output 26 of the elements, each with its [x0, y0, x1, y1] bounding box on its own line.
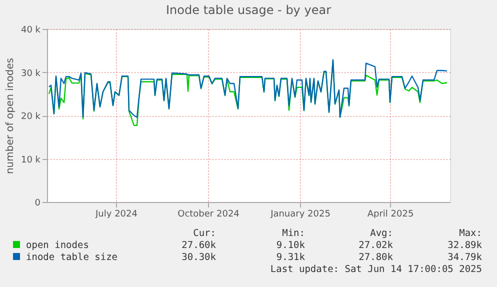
y-tick-label: 0: [34, 198, 41, 208]
chart-title: Inode table usage - by year: [166, 3, 332, 17]
text: Min:: [282, 228, 305, 239]
text: Last update: Sat Jun 14 17:00:05 2025: [270, 264, 482, 275]
text: 9.10k: [276, 240, 305, 251]
x-tick-label: April 2025: [367, 210, 414, 220]
text: 27.60k: [182, 240, 216, 251]
text: 27.02k: [358, 240, 393, 251]
y-axis-title: number of open inodes: [4, 58, 16, 174]
y-tick-label: 20 k: [20, 112, 42, 122]
text: 9.31k: [276, 252, 305, 263]
text: Avg:: [370, 228, 393, 239]
text: 34.79k: [448, 252, 482, 263]
text: 30.30k: [182, 252, 216, 263]
y-tick-label: 30 k: [20, 68, 42, 79]
y-tick-label: 40 k: [20, 26, 42, 36]
text: 27.80k: [358, 252, 393, 263]
y-tick-label: 10 k: [20, 155, 42, 166]
x-tick-label: January 2025: [270, 210, 330, 220]
text: Max:: [459, 228, 482, 239]
x-tick-label: October 2024: [178, 210, 240, 220]
legend-label: open inodes: [25, 240, 89, 251]
text: 32.89k: [448, 240, 482, 251]
text: Cur:: [193, 228, 216, 239]
legend-label: inode table size: [25, 252, 118, 263]
x-tick-label: July 2024: [94, 210, 138, 220]
